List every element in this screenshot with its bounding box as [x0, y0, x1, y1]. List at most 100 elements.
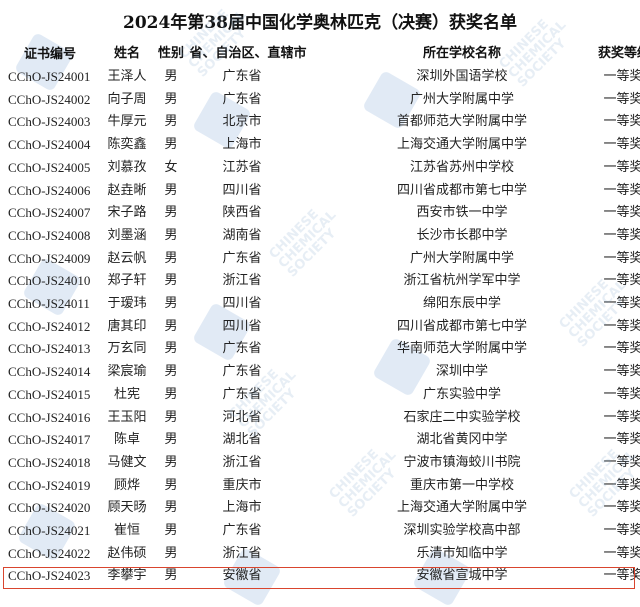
table-row: CChO-JS24005 刘慕孜 女 江苏省 江苏省苏州中学校 一等奖: [0, 157, 640, 179]
cell-province: 上海市: [222, 500, 262, 516]
cell-award: 一等奖: [603, 545, 640, 561]
table-header: 证书编号 姓名 性别 省、自治区、直辖市 所在学校名称 获奖等级: [0, 43, 640, 65]
cell-name: 向子周: [107, 91, 147, 107]
cell-name: 宋子路: [107, 205, 147, 221]
cell-school: 深圳中学: [435, 364, 488, 380]
table-row: CChO-JS24001 王泽人 男 广东省 深圳外国语学校 一等奖: [0, 66, 640, 88]
cell-name: 王玉阳: [107, 409, 147, 425]
cell-gender: 男: [164, 318, 178, 334]
cell-award: 一等奖: [603, 318, 640, 334]
header-school: 所在学校名称: [422, 46, 501, 61]
cell-gender: 男: [164, 91, 178, 107]
cell-school: 四川省成都市第七中学: [396, 182, 527, 198]
cell-gender: 男: [164, 432, 178, 448]
cell-name: 赵垚晰: [107, 182, 147, 198]
cell-gender: 男: [164, 477, 178, 493]
cell-cert: CChO-JS24003: [8, 114, 91, 130]
cell-cert: CChO-JS24004: [8, 137, 91, 153]
cell-province: 广东省: [222, 91, 262, 107]
cell-gender: 男: [164, 205, 178, 221]
cell-award: 一等奖: [603, 159, 640, 175]
cell-school: 首都师范大学附属中学: [396, 114, 527, 130]
table-row: CChO-JS24011 于瑷玮 男 四川省 绵阳东辰中学 一等奖: [0, 293, 640, 315]
cell-school: 上海交通大学附属中学: [396, 500, 527, 516]
cell-province: 河北省: [222, 409, 262, 425]
cell-province: 湖北省: [222, 432, 262, 448]
cell-cert: CChO-JS24005: [8, 159, 91, 175]
cell-name: 郑子轩: [107, 273, 147, 289]
cell-gender: 男: [164, 137, 178, 153]
cell-award: 一等奖: [603, 182, 640, 198]
cell-province: 重庆市: [222, 477, 262, 493]
cell-province: 北京市: [222, 114, 262, 130]
cell-province: 浙江省: [222, 454, 262, 470]
cell-name: 马健文: [107, 454, 147, 470]
header-cert: 证书编号: [23, 46, 76, 61]
cell-gender: 男: [164, 69, 178, 84]
cell-school: 广州大学附属中学: [409, 250, 514, 266]
table-row: CChO-JS24017 陈卓 男 湖北省 湖北省黄冈中学 一等奖: [0, 429, 640, 451]
cell-award: 一等奖: [603, 523, 640, 538]
cell-school: 广州大学附属中学: [409, 91, 514, 107]
cell-name: 李攀宇: [107, 568, 147, 584]
table-row: CChO-JS24015 杜宪 男 广东省 广东实验中学 一等奖: [0, 384, 640, 406]
cell-award: 一等奖: [603, 341, 640, 357]
cell-cert: CChO-JS24013: [8, 341, 91, 357]
table-row: CChO-JS24007 宋子路 男 陕西省 西安市铁一中学 一等奖: [0, 202, 640, 224]
cell-province: 四川省: [222, 318, 262, 334]
cell-award: 一等奖: [603, 454, 640, 470]
cell-name: 杜宪: [113, 386, 140, 402]
cell-award: 一等奖: [603, 91, 640, 107]
cell-school: 长沙市长郡中学: [416, 227, 508, 243]
cell-gender: 男: [164, 114, 178, 130]
cell-award: 一等奖: [603, 205, 640, 221]
cell-award: 一等奖: [603, 386, 640, 402]
cell-school: 深圳实验学校高中部: [403, 523, 521, 538]
cell-school: 四川省成都市第七中学: [396, 318, 527, 334]
table-row: CChO-JS24021 崔恒 男 广东省 深圳实验学校高中部 一等奖: [0, 520, 640, 542]
cell-province: 安徽省: [222, 568, 262, 584]
cell-school: 江苏省苏州中学校: [409, 159, 514, 175]
table-row: CChO-JS24020 顾天旸 男 上海市 上海交通大学附属中学 一等奖: [0, 497, 640, 519]
cell-cert: CChO-JS24020: [8, 500, 91, 516]
cell-name: 王泽人: [107, 69, 147, 84]
cell-cert: CChO-JS24006: [8, 182, 91, 198]
cell-name: 赵云帆: [107, 250, 147, 266]
table-row-highlighted: CChO-JS24023 李攀宇 男 安徽省 安徽省宣城中学 一等奖: [0, 565, 640, 587]
table-row: CChO-JS24006 赵垚晰 男 四川省 四川省成都市第七中学 一等奖: [0, 180, 640, 202]
cell-province: 陕西省: [222, 205, 262, 221]
cell-name: 顾天旸: [107, 500, 147, 516]
cell-cert: CChO-JS24015: [8, 386, 91, 402]
cell-cert: CChO-JS24023: [8, 568, 91, 584]
cell-name: 陈奕鑫: [107, 137, 147, 153]
cell-school: 上海交通大学附属中学: [396, 137, 527, 153]
cell-cert: CChO-JS24017: [8, 432, 91, 448]
cell-name: 梁宸瑜: [107, 364, 147, 380]
cell-gender: 男: [164, 500, 178, 516]
table-row: CChO-JS24018 马健文 男 浙江省 宁波市镇海蛟川书院 一等奖: [0, 452, 640, 474]
cell-school: 石家庄二中实验学校: [403, 409, 521, 425]
cell-award: 一等奖: [603, 409, 640, 425]
cell-award: 一等奖: [603, 364, 640, 380]
cell-award: 一等奖: [603, 69, 640, 84]
cell-province: 广东省: [222, 386, 262, 402]
cell-school: 安徽省宣城中学: [416, 568, 508, 584]
cell-gender: 女: [164, 159, 178, 175]
cell-province: 广东省: [222, 364, 262, 380]
cell-cert: CChO-JS24016: [8, 409, 91, 425]
header-gender: 性别: [158, 46, 185, 61]
cell-gender: 男: [164, 250, 178, 266]
table-row: CChO-JS24022 赵伟硕 男 浙江省 乐清市知临中学 一等奖: [0, 543, 640, 565]
cell-cert: CChO-JS24019: [8, 477, 91, 493]
cell-award: 一等奖: [603, 500, 640, 516]
cell-cert: CChO-JS24007: [8, 205, 91, 221]
table-row: CChO-JS24003 牛厚元 男 北京市 首都师范大学附属中学 一等奖: [0, 111, 640, 133]
cell-award: 一等奖: [603, 477, 640, 493]
table-row: CChO-JS24012 唐其印 男 四川省 四川省成都市第七中学 一等奖: [0, 316, 640, 338]
cell-province: 广东省: [222, 523, 262, 538]
header-award: 获奖等级: [598, 46, 640, 61]
cell-gender: 男: [164, 523, 178, 538]
cell-cert: CChO-JS24018: [8, 454, 91, 470]
table-row: CChO-JS24004 陈奕鑫 男 上海市 上海交通大学附属中学 一等奖: [0, 134, 640, 156]
table-row: CChO-JS24010 郑子轩 男 浙江省 浙江省杭州学军中学 一等奖: [0, 270, 640, 292]
